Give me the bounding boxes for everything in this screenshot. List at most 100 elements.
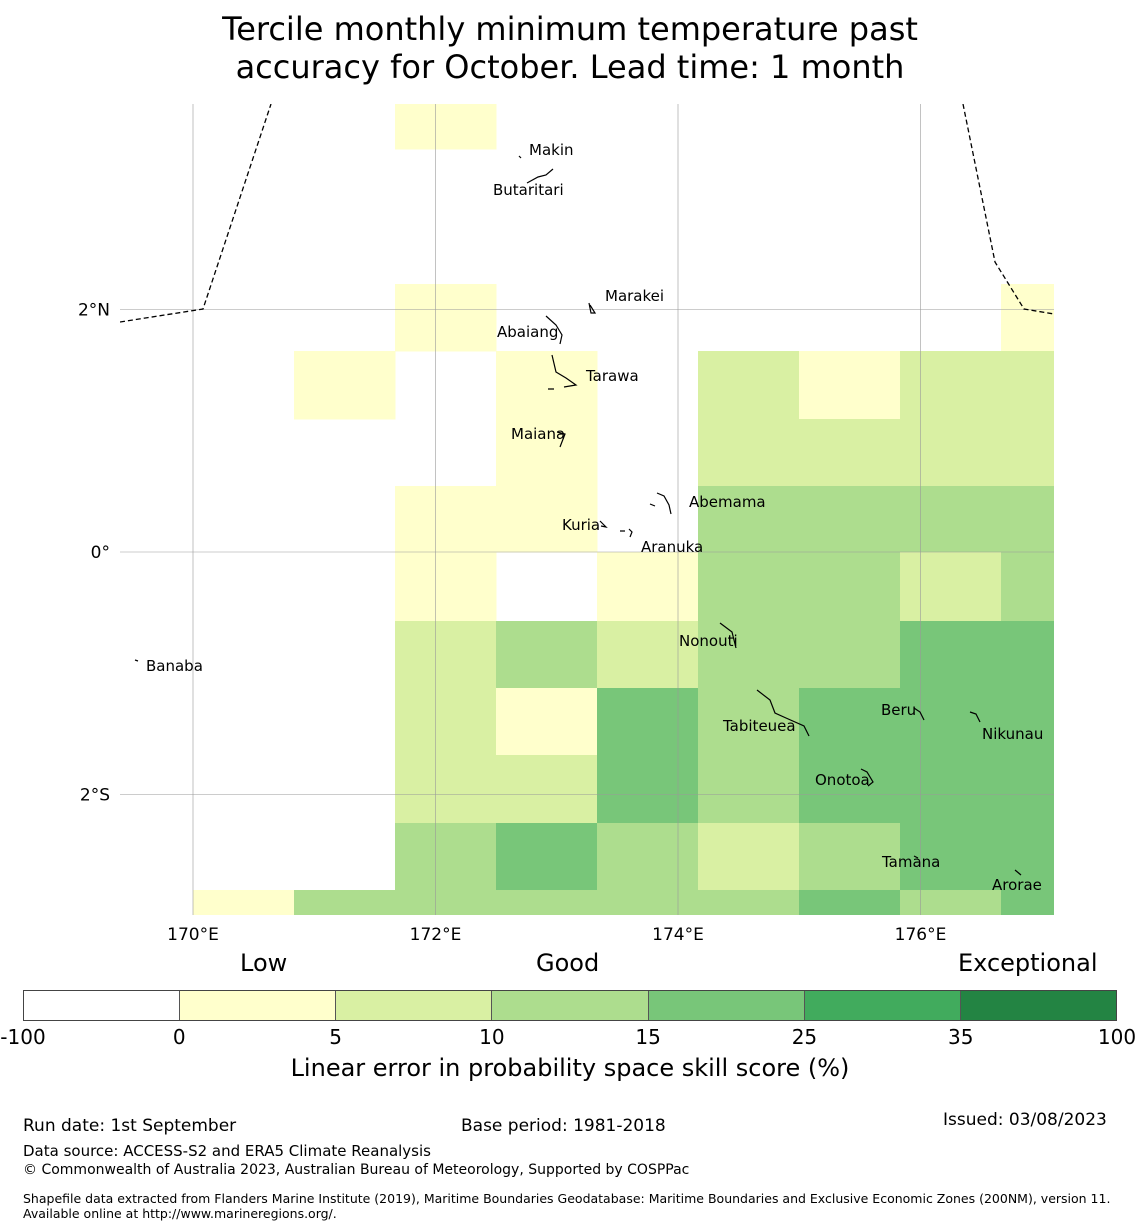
grid-cell [496,823,598,891]
island-label: Makin [529,141,574,159]
colorbar-tick-label: 35 [947,1025,974,1049]
island-outline [756,689,810,737]
island-outline [719,622,737,649]
legend-category-exceptional: Exceptional [958,949,1098,977]
island-outline [526,168,554,184]
grid-cell [1001,351,1054,420]
grid-cell [799,351,901,420]
colorbar [23,990,1117,1021]
island-outline [545,315,563,345]
legend-category-good: Good [536,949,600,977]
x-tick-label: 170°E [167,925,219,940]
colorbar-bin [648,991,805,1020]
grid-cell [496,351,598,420]
grid-cell [900,486,1002,553]
grid-cell [698,552,800,622]
island-label: Tarawa [585,367,639,385]
colorbar-bin [24,991,181,1020]
grid-cell [799,621,901,689]
island-label: Banaba [146,657,203,675]
colorbar-tick-label: 25 [791,1025,818,1049]
island-outline [649,492,672,515]
grid-cell [1001,486,1054,553]
grid-cell [799,419,901,487]
island-outline [134,659,139,662]
shapefile-credit: Shapefile data extracted from Flanders M… [23,1191,1111,1221]
title-line-2: accuracy for October. Lead time: 1 month [235,48,905,86]
grid-cell [597,621,699,689]
issued-date: Issued: 03/08/2023 [943,1110,1107,1130]
grid-cell [597,552,699,622]
island-label: Kuria [562,516,600,534]
grid-cell [395,890,497,915]
y-tick-label: 2°S [80,786,110,806]
island-label: Maiana [511,425,565,443]
colorbar-tick-label: -100 [0,1025,46,1049]
grid-cell [900,351,1002,420]
colorbar-tick-label: 10 [479,1025,505,1049]
island-label: Tabiteuea [722,717,796,735]
data-source: Data source: ACCESS-S2 and ERA5 Climate … [23,1142,431,1160]
island-label: Butaritari [493,181,564,199]
grid-cell [395,552,497,622]
grid-cell [395,688,497,756]
grid-cell [294,351,396,420]
colorbar-bin [960,991,1116,1020]
grid-cell [799,552,901,622]
grid-cell [900,688,1002,756]
grid-cell [799,688,901,756]
island-label: Nonouti [679,632,738,650]
grid-cell [698,688,800,756]
grid-cell [496,621,598,689]
grid-cell [698,755,800,824]
grid-cell [193,890,295,915]
island-label: Abaiang [497,323,558,341]
grid-cell [799,486,901,553]
island-label: Onotoa [815,771,870,789]
colorbar-tick-label: 15 [635,1025,661,1049]
island-outline [620,528,633,538]
grid-cell [698,890,800,915]
island-outline [599,520,608,528]
grid-cell [395,621,497,689]
title-line-1: Tercile monthly minimum temperature past [222,10,918,48]
colorbar-bin [180,991,337,1020]
island-outline [860,768,874,787]
grid-cell [597,823,699,891]
grid-cell [698,486,800,553]
grid-cell [1001,552,1054,622]
plot-area [120,104,1054,915]
grid-cell [1001,890,1054,915]
grid-cell [698,419,800,487]
grid-cell [1001,621,1054,689]
grid-cell [698,621,800,689]
island-outline [588,302,597,314]
grid-cell [900,890,1002,915]
grid-cell [900,823,1002,891]
eez-boundary-east [962,104,1054,315]
y-tick-label: 0° [91,543,110,563]
colorbar-bin [492,991,649,1020]
x-tick-label: 174°E [652,925,704,940]
grid-cell [597,755,699,824]
grid-cell [597,688,699,756]
grid-cell [900,621,1002,689]
grid-cell [496,755,598,824]
x-tick-label: 172°E [410,925,462,940]
grid-cell [799,755,901,824]
run-date: Run date: 1st September [23,1116,237,1136]
grid-cell [799,823,901,891]
island-outline [969,711,981,723]
grid-cell [900,755,1002,824]
island-outline [548,354,578,390]
colorbar-title: Linear error in probability space skill … [290,1054,850,1082]
grid-cell [395,755,497,824]
grid-cell [395,823,497,891]
grid-cell [698,351,800,420]
grid-cell [395,104,497,150]
grid-cell [698,823,800,891]
colorbar-bin [804,991,961,1020]
grid-cell [597,890,699,915]
island-label: Tamana [881,853,940,871]
colorbar-bin [336,991,493,1020]
